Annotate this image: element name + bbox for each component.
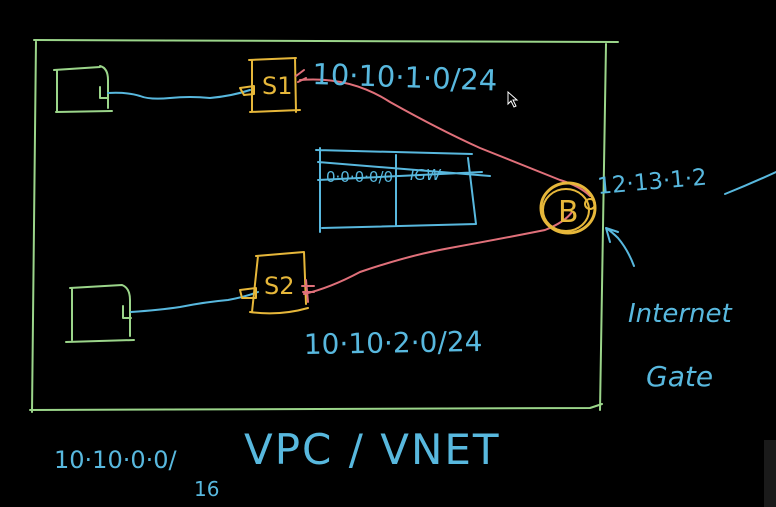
route-table-target: IGW bbox=[410, 166, 442, 184]
vpc-boundary bbox=[29, 39, 619, 413]
router: B bbox=[539, 181, 597, 235]
internet-gateway-line1: Internet bbox=[628, 299, 733, 329]
vpc-cidr-suffix: 16 bbox=[194, 477, 219, 501]
internet-gateway-line2: Gate bbox=[646, 360, 713, 393]
link-router-internet bbox=[724, 171, 776, 195]
vpc-label: VPC / VNET bbox=[244, 425, 501, 474]
host-1 bbox=[53, 65, 113, 113]
subnet-s2-label: S2 bbox=[264, 272, 295, 300]
s2-connector-mark bbox=[301, 279, 315, 303]
router-ip: 12·13·1·2 bbox=[596, 165, 708, 200]
arrow-up-icon bbox=[605, 227, 635, 267]
mouse-pointer-icon bbox=[507, 90, 519, 108]
link-host2-s2 bbox=[130, 291, 259, 313]
subnet-s1: S1 bbox=[239, 57, 301, 113]
right-edge-strip bbox=[764, 440, 776, 507]
subnet-s1-cidr: 10·10·1·0/24 bbox=[312, 57, 498, 97]
route-table: 0·0·0·0/0 IGW bbox=[315, 147, 491, 233]
subnet-s1-label: S1 bbox=[262, 72, 293, 100]
subnet-s2-cidr: 10·10·2·0/24 bbox=[304, 325, 483, 361]
link-host1-s1 bbox=[107, 89, 251, 100]
route-table-destination: 0·0·0·0/0 bbox=[326, 168, 393, 186]
s1-connector-mark bbox=[295, 69, 307, 83]
host-2 bbox=[65, 284, 135, 343]
router-label: B bbox=[558, 195, 579, 230]
vpc-cidr: 10·10·0·0/ bbox=[54, 446, 178, 474]
subnet-s2: S2 bbox=[239, 251, 309, 315]
